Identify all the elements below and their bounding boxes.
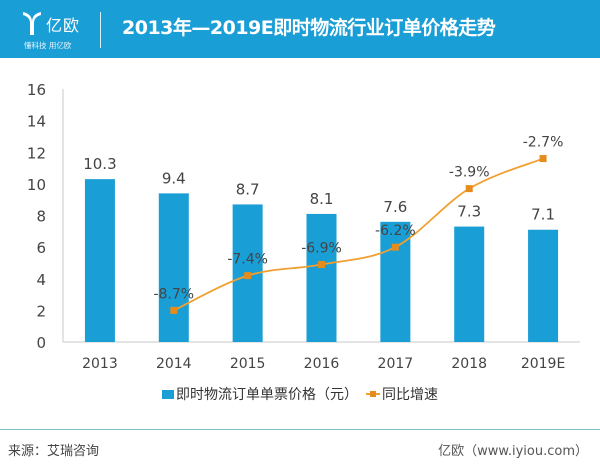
line-series: -8.7% -7.4% -6.9% -6.2% -3.9% -2.7% <box>153 135 563 314</box>
bar-data-label: 7.3 <box>457 203 481 221</box>
bar <box>454 226 485 342</box>
legend-line-swatch <box>366 391 380 397</box>
growth-data-label: -2.7% <box>523 135 564 151</box>
y-tick-label: 12 <box>27 144 46 162</box>
legend-bar-label: 即时物流订单单票价格（元） <box>176 387 358 403</box>
bar <box>84 179 115 342</box>
logo-name: 亿欧 <box>46 16 81 35</box>
bar <box>158 193 189 342</box>
header-banner: 亿欧 懂科技 用亿欧 2013年—2019E即时物流行业订单价格走势 <box>0 0 600 58</box>
growth-marker <box>318 261 325 269</box>
y-tick-label: 6 <box>36 239 46 257</box>
x-tick-label: 2017 <box>378 356 414 372</box>
x-tick-label: 2018 <box>451 356 487 372</box>
bar <box>528 229 559 342</box>
growth-marker <box>170 306 178 314</box>
y-tick-label: 14 <box>27 113 46 131</box>
bar-data-label: 8.1 <box>310 190 334 208</box>
growth-marker <box>391 243 399 251</box>
growth-data-label: -6.9% <box>301 241 342 257</box>
y-tick-label: 2 <box>36 302 46 320</box>
y-axis: 0 2 4 6 8 10 12 14 16 <box>27 81 46 352</box>
legend-line-label: 同比增速 <box>382 387 438 403</box>
y-tick-label: 0 <box>36 334 46 352</box>
credit-note: 亿欧（www.iyiou.com） <box>438 444 588 459</box>
y-tick-label: 4 <box>36 271 46 289</box>
growth-data-label: -3.9% <box>449 165 490 181</box>
growth-marker <box>539 155 547 163</box>
growth-marker <box>244 272 252 280</box>
logo-icon <box>23 12 41 35</box>
chart-title: 2013年—2019E即时物流行业订单价格走势 <box>122 17 496 39</box>
x-tick-label: 2015 <box>230 356 266 372</box>
growth-data-label: -7.4% <box>227 252 268 268</box>
legend-bar-swatch <box>162 389 174 399</box>
bar-data-label: 7.1 <box>531 206 555 224</box>
x-tick-label: 2013 <box>82 356 118 372</box>
footer-divider <box>0 429 600 430</box>
x-tick-label: 2014 <box>156 356 192 372</box>
bar-labels: 10.3 9.4 8.7 8.1 7.6 7.3 7.1 <box>83 155 555 224</box>
bar <box>306 213 337 342</box>
bar-data-label: 7.6 <box>383 198 407 216</box>
source-note: 来源：艾瑞咨询 <box>8 444 100 459</box>
chart: 0 2 4 6 8 10 12 14 16 10.3 9.4 8.7 8.1 7.6 7.3 7.1 201… <box>27 81 580 372</box>
logo-slogan: 懂科技 用亿欧 <box>24 41 72 50</box>
bar-data-label: 8.7 <box>236 180 260 198</box>
x-axis: 2013 2014 2015 2016 2017 2018 2019E <box>82 356 565 372</box>
bar-data-label: 9.4 <box>162 169 186 187</box>
growth-data-label: -8.7% <box>153 286 194 302</box>
growth-line <box>173 157 544 312</box>
growth-marker <box>465 185 473 193</box>
legend: 即时物流订单单票价格（元） 同比增速 <box>0 384 600 404</box>
logo: 亿欧 懂科技 用亿欧 <box>22 8 102 52</box>
bar-series <box>84 179 559 342</box>
bar-data-label: 10.3 <box>83 155 116 173</box>
x-tick-label: 2019E <box>521 356 565 372</box>
header-divider <box>100 12 101 48</box>
y-tick-label: 16 <box>27 81 46 99</box>
x-tick-label: 2016 <box>304 356 340 372</box>
growth-data-label: -6.2% <box>375 223 416 239</box>
y-tick-label: 10 <box>27 176 46 194</box>
y-tick-label: 8 <box>36 208 46 226</box>
